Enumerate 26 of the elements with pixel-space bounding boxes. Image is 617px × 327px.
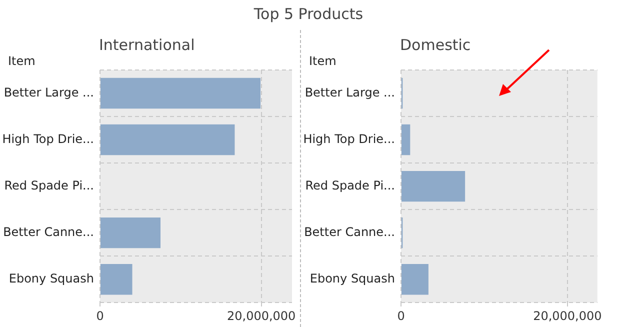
y-tick-label: Better Large ... <box>304 85 395 100</box>
chart-title: Top 5 Products <box>252 5 364 23</box>
bar <box>402 170 466 202</box>
y-tick-label: High Top Drie... <box>303 132 395 146</box>
y-tick-label: Ebony Squash <box>310 271 395 286</box>
y-axis-title: Item <box>309 54 336 68</box>
bar <box>100 78 261 109</box>
x-tick-label: 20,000,000 <box>226 308 296 323</box>
y-tick-label: High Top Drie... <box>2 132 94 146</box>
x-tick-label: 0 <box>397 308 405 323</box>
y-axis-title: Item <box>8 54 36 68</box>
x-tick-label: 0 <box>96 308 104 323</box>
bar <box>402 124 410 156</box>
bar <box>100 217 161 248</box>
x-tick-label: 20,000,000 <box>533 308 602 323</box>
y-tick-label: Red Spade Pi... <box>305 178 395 192</box>
bar <box>402 264 428 295</box>
bar <box>100 124 235 156</box>
y-tick-label: Ebony Squash <box>8 271 94 286</box>
chart-subtitle: Domestic <box>400 36 471 54</box>
chart-subtitle: International <box>99 36 195 54</box>
y-tick-label: Better Canne... <box>3 224 94 239</box>
y-tick-label: Better Canne... <box>304 224 395 239</box>
y-tick-label: Red Spade Pi... <box>4 178 94 192</box>
bar <box>100 264 132 295</box>
y-tick-label: Better Large ... <box>4 85 94 100</box>
